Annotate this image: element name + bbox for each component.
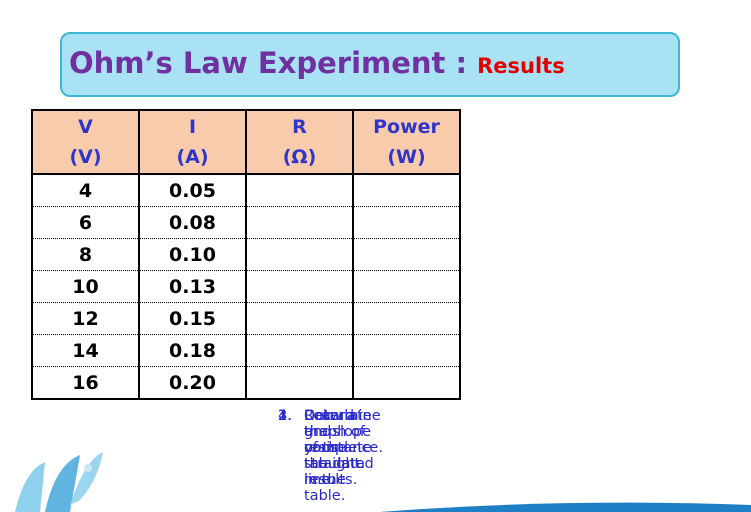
- logo-part: [15, 462, 45, 512]
- column-name: I: [188, 116, 197, 138]
- instruction-text: Record and complete the data in the tabl…: [304, 408, 372, 504]
- title-text: Ohm’s Law Experiment :: [69, 46, 468, 80]
- table-cell: 10: [31, 270, 140, 303]
- column-unit: (Ω): [282, 146, 317, 168]
- table-row: 6 0.08: [31, 206, 461, 239]
- table-row: 12 0.15: [31, 302, 461, 335]
- table-row: 16 0.20: [31, 366, 461, 400]
- column-unit: (V): [69, 146, 102, 168]
- table-cell: [245, 206, 354, 239]
- column-header: R (Ω): [245, 109, 354, 175]
- instruction-number: 4.: [278, 408, 292, 424]
- column-header: Power (W): [352, 109, 461, 175]
- column-unit: (W): [387, 146, 426, 168]
- table-row: 8 0.10: [31, 238, 461, 271]
- table-cell: [352, 238, 461, 271]
- logo-dot: [84, 464, 92, 472]
- logo-part: [45, 455, 80, 512]
- column-header: V (V): [31, 109, 140, 175]
- table-row: 10 0.13: [31, 270, 461, 303]
- column-name: Power: [373, 116, 440, 138]
- table-cell: [352, 174, 461, 207]
- table-cell: 4: [31, 174, 140, 207]
- table-cell: [352, 302, 461, 335]
- title-box: Ohm’s Law Experiment : Results: [60, 32, 680, 97]
- table-cell: 12: [31, 302, 140, 335]
- table-cell: 6: [31, 206, 140, 239]
- table-row: 4 0.05: [31, 174, 461, 207]
- instruction-text: Calculate the slope of the straight line…: [304, 408, 372, 488]
- instruction-text: Determine the resistance.: [304, 408, 383, 456]
- column-unit: (A): [176, 146, 209, 168]
- bottom-wave: [380, 502, 751, 512]
- table-cell: 14: [31, 334, 140, 367]
- instruction-number: 2.: [278, 408, 292, 424]
- instruction-number: 3.: [278, 408, 292, 424]
- results-table: V (V) I (A) R (Ω) Power (W) 4 0.05 6 0.08 8 0.10 10 0.1…: [31, 109, 461, 400]
- table-cell: 0.15: [138, 302, 247, 335]
- table-cell: [352, 270, 461, 303]
- title: Ohm’s Law Experiment : Results: [69, 46, 565, 80]
- subtitle: Results: [477, 54, 565, 78]
- table-cell: 0.05: [138, 174, 247, 207]
- table-cell: 0.20: [138, 366, 247, 400]
- table-cell: 0.10: [138, 238, 247, 271]
- table-cell: [245, 366, 354, 400]
- table-cell: [245, 270, 354, 303]
- table-cell: 16: [31, 366, 140, 400]
- table-cell: 0.08: [138, 206, 247, 239]
- column-name: R: [292, 116, 307, 138]
- table-cell: [352, 206, 461, 239]
- column-name: V: [78, 116, 93, 138]
- table-row: 14 0.18: [31, 334, 461, 367]
- table-cell: 8: [31, 238, 140, 271]
- column-header: I (A): [138, 109, 247, 175]
- table-cell: [245, 334, 354, 367]
- logo-part: [70, 452, 103, 505]
- instruction-number: 1.: [278, 408, 292, 424]
- table-cell: [245, 238, 354, 271]
- table-cell: 0.18: [138, 334, 247, 367]
- table-cell: [352, 366, 461, 400]
- table-cell: [245, 302, 354, 335]
- table-cell: [352, 334, 461, 367]
- table-cell: [245, 174, 354, 207]
- table-cell: 0.13: [138, 270, 247, 303]
- instruction-text: Draw a graph of your tabulated results.: [304, 408, 374, 488]
